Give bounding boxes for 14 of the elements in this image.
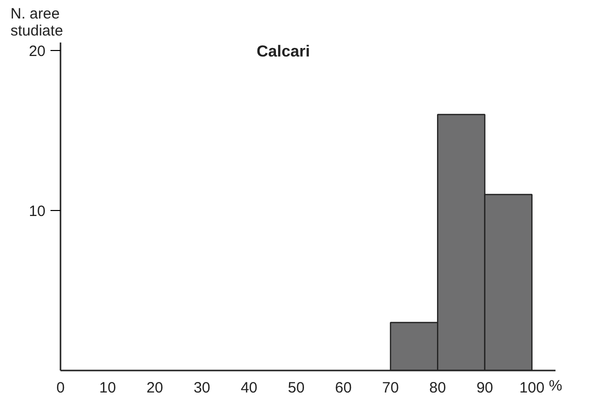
x-tick-label: 30 xyxy=(194,380,210,396)
x-tick-label: 90 xyxy=(476,380,494,396)
x-tick-label: 80 xyxy=(429,380,446,396)
x-tick-label: 50 xyxy=(288,380,305,396)
x-axis-title: % xyxy=(548,378,562,394)
x-tick-label: 20 xyxy=(146,380,164,396)
x-tick-label: 10 xyxy=(99,380,116,396)
y-axis-title: N. aree studiate xyxy=(10,6,64,40)
x-tick-label: 40 xyxy=(240,380,258,396)
x-tick-label: 60 xyxy=(335,380,352,396)
chart-title: Calcari xyxy=(256,44,310,60)
x-tick-label: 0 xyxy=(56,380,65,396)
x-tick-label: 70 xyxy=(382,380,399,396)
x-tick-label: 100 xyxy=(519,380,544,396)
